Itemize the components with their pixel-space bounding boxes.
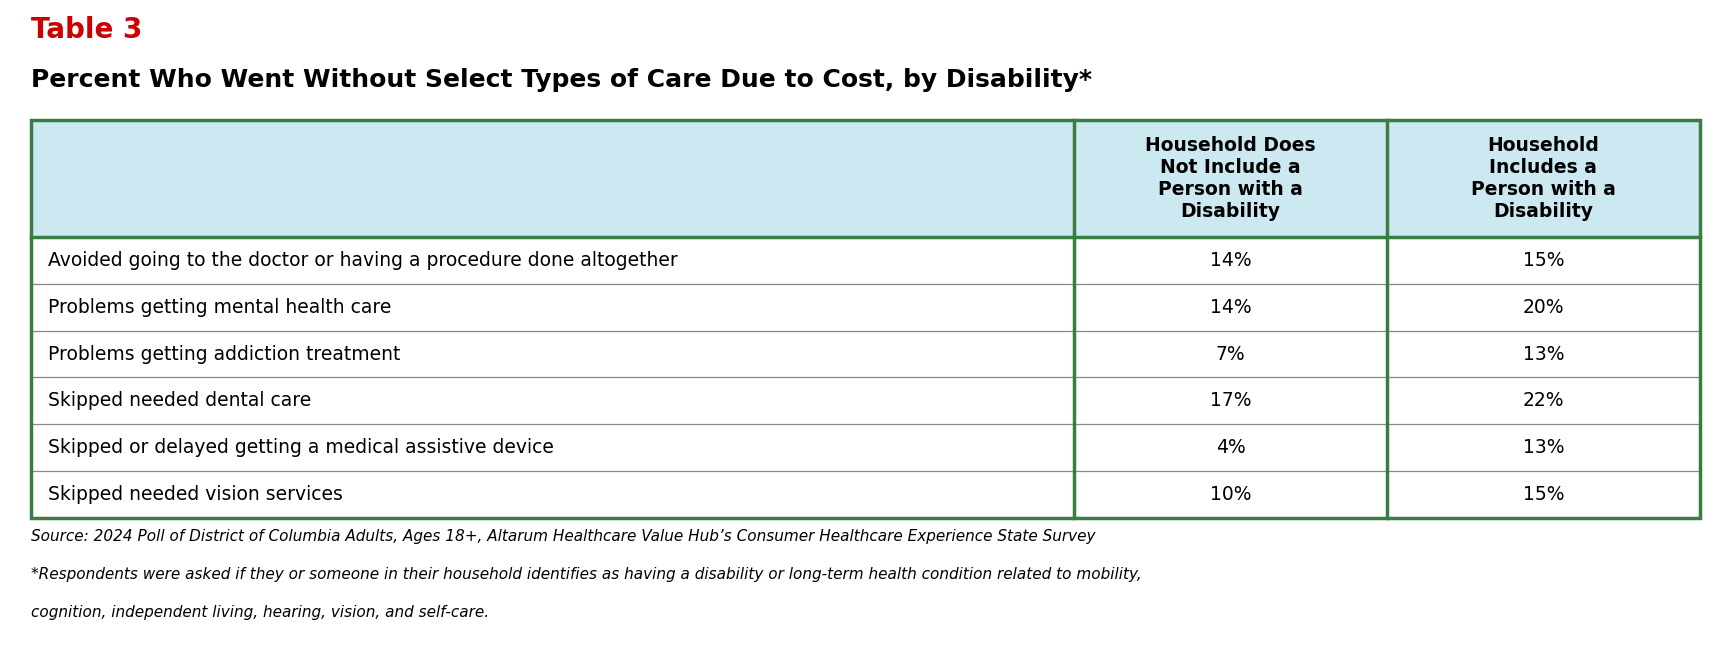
Text: 13%: 13% <box>1522 438 1564 457</box>
Text: *Respondents were asked if they or someone in their household identifies as havi: *Respondents were asked if they or someo… <box>31 567 1142 582</box>
Text: 14%: 14% <box>1209 251 1251 270</box>
Text: 15%: 15% <box>1522 485 1564 504</box>
Text: 4%: 4% <box>1214 438 1244 457</box>
Text: Household
Includes a
Person with a
Disability: Household Includes a Person with a Disab… <box>1470 136 1614 221</box>
Text: 10%: 10% <box>1209 485 1251 504</box>
Text: 7%: 7% <box>1214 344 1244 363</box>
Text: 20%: 20% <box>1522 298 1564 317</box>
Bar <box>31 120 1699 237</box>
Text: Table 3: Table 3 <box>31 16 142 44</box>
Bar <box>31 120 1699 518</box>
Text: 14%: 14% <box>1209 298 1251 317</box>
Text: Avoided going to the doctor or having a procedure done altogether: Avoided going to the doctor or having a … <box>48 251 678 270</box>
Text: Skipped needed vision services: Skipped needed vision services <box>48 485 343 504</box>
Text: 13%: 13% <box>1522 344 1564 363</box>
Text: 22%: 22% <box>1522 391 1564 410</box>
Text: Problems getting mental health care: Problems getting mental health care <box>48 298 391 317</box>
Text: 17%: 17% <box>1209 391 1251 410</box>
Text: Percent Who Went Without Select Types of Care Due to Cost, by Disability*: Percent Who Went Without Select Types of… <box>31 68 1092 92</box>
Text: Problems getting addiction treatment: Problems getting addiction treatment <box>48 344 401 363</box>
Text: Skipped needed dental care: Skipped needed dental care <box>48 391 311 410</box>
Text: Source: 2024 Poll of District of Columbia Adults, Ages 18+, Altarum Healthcare V: Source: 2024 Poll of District of Columbi… <box>31 529 1095 544</box>
Text: cognition, independent living, hearing, vision, and self-care.: cognition, independent living, hearing, … <box>31 605 490 620</box>
Text: Skipped or delayed getting a medical assistive device: Skipped or delayed getting a medical ass… <box>48 438 554 457</box>
Text: Household Does
Not Include a
Person with a
Disability: Household Does Not Include a Person with… <box>1145 136 1315 221</box>
Text: 15%: 15% <box>1522 251 1564 270</box>
